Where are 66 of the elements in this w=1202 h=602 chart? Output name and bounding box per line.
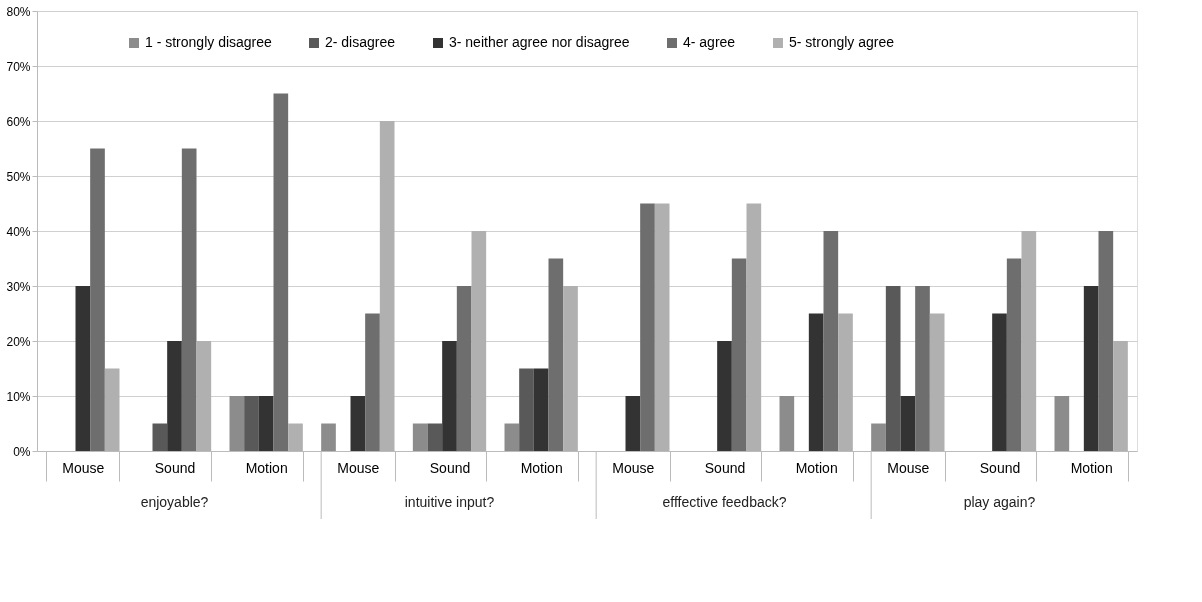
legend-label: 2- disagree [325,34,396,50]
bar [273,93,289,451]
bar [533,368,549,451]
bar [717,341,732,451]
bar [167,341,182,451]
x-tick-label: Sound [979,459,1021,476]
bar [258,396,274,451]
y-tick-label: 80% [6,4,31,19]
bar [1098,231,1114,451]
x-tick-label: Motion [795,459,838,476]
y-tick-label: 50% [6,169,31,184]
bar [992,313,1007,451]
bar [900,396,916,451]
bar [548,258,564,451]
bar [75,286,91,451]
text: intuitive input? [404,494,495,510]
bar [181,148,197,451]
y-tick-label: 30% [6,279,31,294]
bar [731,258,747,451]
bar [152,423,168,451]
bar [365,313,380,451]
x-tick-label: Motion [520,459,563,476]
x-tick-label: Sound [704,459,746,476]
y-tick-label: 70% [6,59,31,74]
bar [90,148,105,451]
x-tick-label: Mouse [612,459,655,476]
bar [823,231,839,451]
bar [244,396,259,451]
y-tick-label: 60% [6,114,31,129]
bar [456,286,472,451]
bar [871,423,886,451]
bar [321,423,336,451]
x-tick-label: Motion [1070,459,1113,476]
bar [1006,258,1022,451]
bar [519,368,534,451]
text: enjoyable? [140,494,209,510]
bar [350,396,366,451]
x-tick-label: Mouse [62,459,105,476]
bar [779,396,795,451]
bar [504,423,520,451]
bar [640,203,655,451]
bar [1054,396,1070,451]
bar [412,423,428,451]
bar [885,286,901,451]
legend-label: 1 - strongly disagree [145,34,273,50]
bar [808,313,824,451]
legend-label: 4- agree [683,34,736,50]
x-tick-label: Sound [429,459,471,476]
bar [1083,286,1099,451]
x-tick-label: Sound [154,459,196,476]
x-tick-label: Motion [245,459,288,476]
bar [625,396,641,451]
x-tick-label: Mouse [337,459,380,476]
bar [442,341,457,451]
bar [915,286,930,451]
text: play again? [963,494,1036,510]
y-tick-label: 0% [13,444,31,459]
y-tick-label: 40% [6,224,31,239]
text: efffective feedback? [662,494,787,510]
legend-label: 5- strongly agree [789,34,895,50]
legend-label: 3- neither agree nor disagree [449,34,630,50]
y-tick-label: 10% [6,389,31,404]
bar [229,396,245,451]
y-tick-label: 20% [6,334,31,349]
x-tick-label: Mouse [887,459,930,476]
bar [427,423,443,451]
